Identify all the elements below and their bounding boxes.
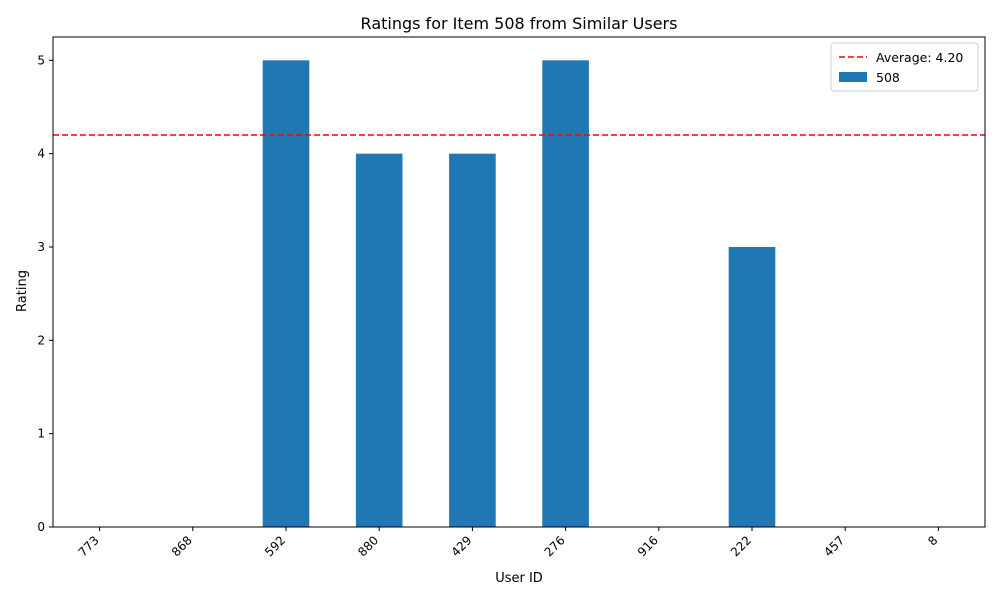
x-tick-label: 276 (542, 533, 568, 559)
x-tick-label: 222 (728, 533, 754, 559)
x-tick-label: 916 (635, 533, 661, 559)
legend: Average: 4.20 508 (830, 42, 979, 92)
y-tick-label: 1 (37, 427, 45, 441)
bar-880 (355, 153, 403, 527)
x-tick-label: 429 (448, 533, 474, 559)
x-tick-label: 8 (925, 533, 940, 548)
legend-series-swatch (839, 72, 867, 82)
bar-429 (449, 153, 496, 527)
bar-276 (542, 60, 589, 527)
x-tick-label: 880 (355, 533, 381, 559)
bar-592 (262, 60, 310, 527)
x-axis-label: User ID (495, 571, 543, 586)
x-tick-label: 592 (262, 533, 288, 559)
y-tick-label: 4 (37, 147, 45, 161)
bars-layer (262, 60, 776, 527)
y-tick-label: 0 (37, 520, 45, 534)
y-tick-label: 2 (37, 333, 45, 347)
x-tick-label: 773 (76, 533, 102, 559)
axes-layer: 0 1 2 3 4 5 773 868 592 880 429 276 916 222 457 8 (37, 36, 986, 559)
plot-frame (52, 36, 986, 528)
x-tick-label: 868 (169, 533, 195, 559)
x-tick-label: 457 (821, 533, 847, 559)
y-tick-label: 3 (37, 240, 45, 254)
y-tick-label: 5 (37, 53, 45, 67)
bar-222 (728, 247, 776, 527)
chart-title: Ratings for Item 508 from Similar Users (361, 14, 678, 33)
legend-average-label: Average: 4.20 (876, 50, 963, 65)
y-axis-label: Rating (15, 270, 30, 312)
legend-box (830, 42, 979, 92)
legend-series-label: 508 (876, 70, 900, 85)
